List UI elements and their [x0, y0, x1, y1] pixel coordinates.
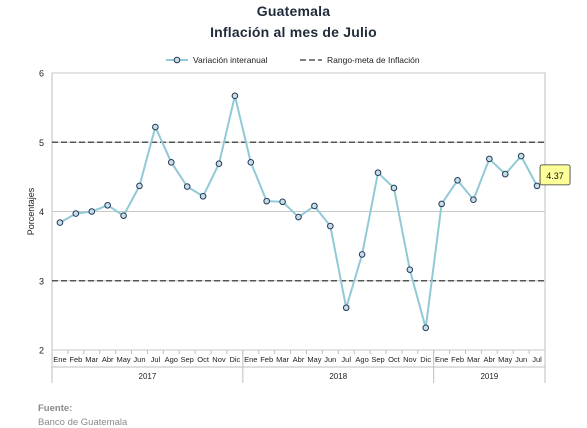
x-tick-label: Dic	[420, 355, 431, 364]
x-tick-label: Ago	[165, 355, 178, 364]
x-tick-label: May	[498, 355, 512, 364]
x-tick-label: Jul	[532, 355, 542, 364]
data-point	[311, 202, 318, 210]
x-tick-label: Jun	[133, 355, 145, 364]
year-label: 2017	[139, 372, 157, 381]
x-tick-label: Ene	[244, 355, 257, 364]
x-tick-label: Ene	[53, 355, 66, 364]
year-label: 2018	[329, 372, 347, 381]
data-point	[72, 210, 80, 217]
data-point	[199, 192, 207, 200]
x-tick-label: Feb	[260, 355, 273, 364]
data-point	[470, 196, 477, 204]
x-tick-label: Abr	[484, 355, 496, 364]
data-point	[438, 200, 445, 208]
data-point	[136, 182, 143, 190]
data-point	[327, 222, 334, 230]
chart-subtitle: Inflación al mes de Julio	[210, 24, 377, 40]
source-text: Banco de Guatemala	[38, 417, 128, 428]
data-point	[374, 169, 382, 177]
x-tick-label: Jul	[341, 355, 351, 364]
x-tick-label: Sep	[371, 355, 384, 364]
data-point	[215, 160, 223, 168]
x-tick-label: Abr	[102, 355, 114, 364]
data-point	[390, 184, 398, 192]
data-point	[263, 197, 270, 205]
data-point	[167, 159, 175, 166]
data-point	[501, 170, 509, 178]
x-tick-label: Abr	[293, 355, 305, 364]
y-tick-label: 3	[39, 276, 44, 286]
y-tick-label: 4	[39, 207, 44, 217]
year-label: 2019	[480, 372, 498, 381]
annotation-box	[539, 164, 571, 186]
data-point	[454, 177, 461, 184]
data-point	[104, 201, 111, 209]
y-tick-label: 6	[39, 69, 44, 79]
y-tick-label: 2	[39, 346, 44, 356]
data-point	[486, 155, 493, 163]
legend-target-label: Rango-meta de Inflación	[327, 55, 420, 65]
x-tick-label: Sep	[180, 355, 193, 364]
data-point	[358, 251, 366, 258]
annotation-label: 4.37	[546, 171, 564, 181]
x-tick-label: Ene	[435, 355, 448, 364]
chart-title: Guatemala	[256, 3, 331, 19]
x-tick-label: Oct	[197, 355, 210, 364]
x-tick-label: Nov	[403, 355, 417, 364]
x-tick-label: Jun	[515, 355, 527, 364]
data-point	[231, 92, 239, 100]
x-tick-label: Jun	[324, 355, 336, 364]
data-point	[422, 324, 430, 332]
legend-series-marker	[173, 56, 181, 64]
data-point	[279, 198, 286, 206]
data-point	[88, 208, 96, 215]
data-point	[342, 304, 350, 312]
data-point	[152, 123, 159, 131]
data-point	[533, 182, 541, 190]
x-tick-label: Ago	[355, 355, 368, 364]
x-tick-label: May	[307, 355, 321, 364]
x-tick-label: Mar	[276, 355, 289, 364]
y-tick-label: 5	[39, 138, 44, 148]
x-tick-label: Feb	[69, 355, 82, 364]
legend-series-label: Variación interanual	[193, 55, 268, 65]
data-point	[295, 213, 302, 221]
data-point	[406, 266, 414, 273]
x-tick-label: Nov	[212, 355, 226, 364]
x-tick-label: Mar	[467, 355, 480, 364]
x-tick-label: Jul	[151, 355, 161, 364]
x-tick-label: Dic	[229, 355, 240, 364]
y-axis-label: Porcentajes	[26, 187, 36, 235]
x-tick-label: May	[116, 355, 130, 364]
source-label: Fuente:	[38, 403, 73, 414]
x-tick-label: Mar	[85, 355, 98, 364]
data-point	[517, 152, 525, 160]
x-tick-label: Feb	[451, 355, 464, 364]
data-point	[183, 183, 191, 190]
x-tick-label: Oct	[388, 355, 401, 364]
data-point	[56, 219, 64, 226]
data-point	[247, 159, 255, 166]
data-point	[120, 212, 127, 219]
